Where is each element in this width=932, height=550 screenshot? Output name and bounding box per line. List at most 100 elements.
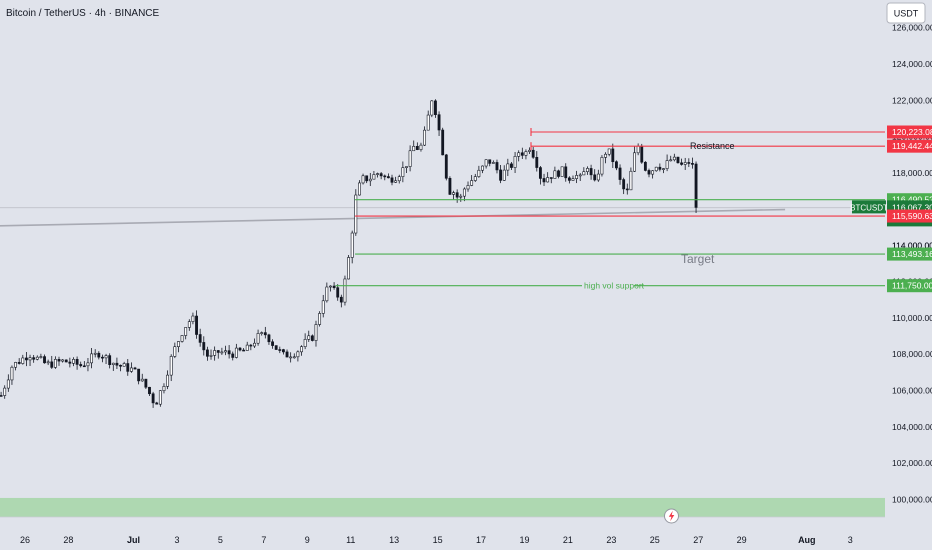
candle[interactable] [538, 166, 542, 185]
candle[interactable] [405, 166, 408, 173]
candle[interactable] [191, 312, 195, 325]
candle[interactable] [553, 166, 557, 179]
candle[interactable] [394, 176, 398, 183]
candle[interactable] [452, 190, 455, 200]
candle[interactable] [665, 154, 669, 172]
candle[interactable] [68, 357, 72, 368]
candle[interactable] [325, 282, 329, 303]
candle[interactable] [25, 351, 28, 367]
candle[interactable] [542, 173, 546, 186]
candle[interactable] [383, 174, 387, 181]
candle[interactable] [253, 338, 256, 348]
candle[interactable] [53, 356, 57, 369]
candle[interactable] [441, 127, 445, 156]
candle[interactable] [184, 327, 188, 340]
candle[interactable] [271, 339, 274, 349]
candle[interactable] [481, 165, 484, 174]
candle[interactable] [499, 164, 503, 184]
candle[interactable] [158, 390, 162, 407]
candle[interactable] [155, 401, 159, 405]
candle[interactable] [691, 157, 694, 169]
candle[interactable] [133, 366, 137, 370]
candle[interactable] [256, 329, 260, 346]
candle[interactable] [607, 148, 611, 157]
candle[interactable] [180, 335, 184, 343]
candle[interactable] [101, 354, 104, 363]
candle[interactable] [415, 142, 419, 151]
candle[interactable] [546, 172, 550, 183]
candle[interactable] [622, 177, 626, 195]
candle[interactable] [75, 356, 79, 370]
candle[interactable] [347, 255, 350, 280]
candle[interactable] [350, 230, 354, 264]
candle[interactable] [216, 350, 220, 359]
candle[interactable] [430, 100, 434, 118]
candle[interactable] [3, 385, 7, 399]
price-label[interactable]: 113,493.16 [887, 247, 932, 261]
candle[interactable] [148, 386, 151, 397]
candle[interactable] [434, 99, 437, 118]
candle[interactable] [202, 336, 206, 356]
candle[interactable] [310, 334, 314, 342]
candle[interactable] [249, 343, 253, 351]
candle[interactable] [680, 158, 683, 166]
candle[interactable] [477, 165, 481, 178]
candle[interactable] [390, 174, 394, 186]
candle[interactable] [531, 146, 535, 159]
candle[interactable] [140, 373, 144, 382]
candle[interactable] [303, 333, 307, 350]
candle[interactable] [111, 362, 115, 371]
candle[interactable] [589, 164, 593, 180]
candle[interactable] [535, 151, 539, 172]
candle[interactable] [651, 170, 655, 179]
candle[interactable] [412, 140, 416, 152]
candle[interactable] [166, 370, 170, 390]
candle[interactable] [198, 328, 202, 347]
candle[interactable] [687, 158, 691, 168]
candle[interactable] [162, 383, 166, 394]
candle[interactable] [586, 166, 589, 175]
candle[interactable] [285, 349, 289, 358]
candle[interactable] [177, 340, 180, 353]
candle[interactable] [484, 159, 488, 169]
candle[interactable] [361, 173, 365, 185]
candle[interactable] [408, 145, 412, 172]
candle[interactable] [263, 326, 267, 339]
candle[interactable] [593, 169, 597, 182]
candle[interactable] [28, 354, 32, 367]
candle[interactable] [604, 152, 607, 164]
candle[interactable] [209, 349, 213, 360]
candle[interactable] [448, 176, 452, 196]
candle[interactable] [274, 345, 278, 350]
candle[interactable] [289, 352, 293, 363]
candle[interactable] [470, 175, 474, 187]
candle[interactable] [343, 275, 347, 306]
candle[interactable] [115, 357, 119, 369]
candle[interactable] [386, 173, 390, 179]
candle[interactable] [459, 193, 463, 202]
candle[interactable] [205, 346, 209, 361]
candle[interactable] [615, 160, 618, 171]
candle[interactable] [17, 358, 21, 365]
candle[interactable] [557, 169, 560, 179]
candle[interactable] [144, 378, 148, 390]
candle[interactable] [419, 142, 423, 152]
candle[interactable] [495, 159, 499, 174]
candle[interactable] [683, 157, 687, 170]
price-label[interactable]: 119,442.44 [887, 139, 932, 153]
candle[interactable] [238, 347, 242, 352]
candle[interactable] [336, 284, 340, 301]
candle[interactable] [672, 153, 676, 162]
price-label[interactable]: 115,590.63 [887, 209, 932, 223]
candle[interactable] [46, 359, 50, 366]
candle[interactable] [372, 171, 376, 180]
candle[interactable] [64, 359, 68, 363]
candle[interactable] [354, 189, 358, 236]
candle[interactable] [296, 350, 300, 362]
candle[interactable] [654, 166, 658, 172]
candle[interactable] [618, 164, 622, 185]
candle[interactable] [86, 357, 90, 372]
currency-button[interactable]: USDT [886, 2, 926, 24]
candle[interactable] [455, 189, 459, 203]
candle[interactable] [517, 150, 521, 162]
